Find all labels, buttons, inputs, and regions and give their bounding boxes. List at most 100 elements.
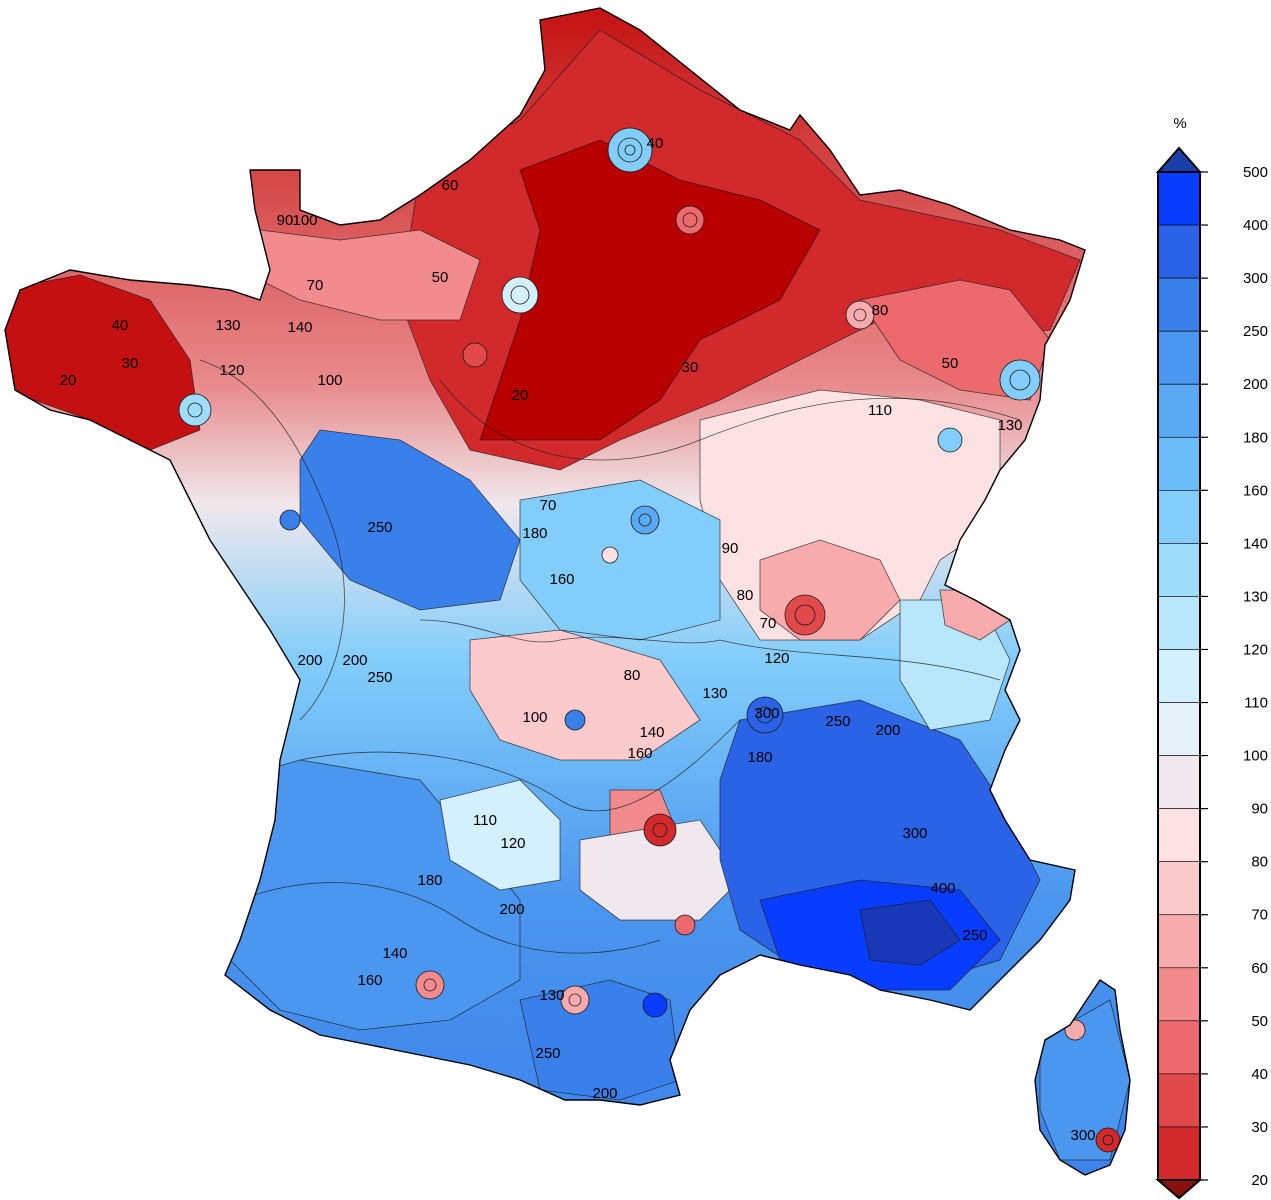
- contour-label-lorraine: 80: [872, 302, 889, 319]
- legend-tick-label: 90: [1251, 801, 1268, 818]
- contour-label-alps: 250: [825, 713, 850, 730]
- legend-swatch: [1157, 914, 1201, 969]
- contour-label-corsica: 300: [1070, 1127, 1095, 1144]
- legend-swatch: [1157, 967, 1201, 1022]
- anomaly-zones: [5, 29, 1130, 1161]
- contour-label-burgundy: 90: [722, 540, 739, 557]
- legend-swatch: [1157, 596, 1201, 650]
- legend-tick-label: 130: [1243, 588, 1268, 605]
- contour-label-maine: 100: [317, 372, 342, 389]
- contour-label-charente: 250: [367, 669, 392, 686]
- legend-tick-label: 400: [1243, 217, 1268, 234]
- contour-label-pyrenees: 140: [382, 945, 407, 962]
- contour-label-drome: 180: [747, 749, 772, 766]
- legend-tick-label: 100: [1243, 748, 1268, 765]
- contour-label-quercy: 110: [473, 812, 497, 829]
- zone-aveyron-110: [579, 819, 741, 921]
- contour-label-cote-azur: 250: [962, 927, 987, 944]
- contour-label-auvergne: 130: [702, 685, 727, 702]
- contour-label-brittany: 30: [122, 355, 139, 372]
- contour-label-brittany-east: 120: [219, 362, 244, 379]
- legend-overflow-low: [1155, 1179, 1203, 1200]
- zone-normandy-60: [259, 229, 481, 321]
- zone-corsica-250: [1039, 999, 1130, 1161]
- legend-unit-label: %: [1173, 115, 1186, 132]
- contour-label-north: 40: [647, 135, 664, 152]
- contour-label-cotentin: 90: [277, 212, 294, 229]
- contour-label-rhone: 120: [764, 650, 789, 667]
- contour-label-alps: 200: [875, 722, 900, 739]
- contour-label-pyrenees: 160: [357, 972, 382, 989]
- zone-centre-160: [519, 479, 721, 641]
- legend-tick-label: 60: [1251, 960, 1268, 977]
- legend-swatch: [1157, 171, 1201, 226]
- contour-line: [439, 379, 1021, 461]
- contour-label-lorraine: 110: [868, 402, 892, 419]
- legend-swatch: [1157, 861, 1201, 916]
- contour-label-brittany-east: 130: [215, 317, 240, 334]
- contour-label-normandy: 60: [442, 177, 459, 194]
- contour-label-franche-comte: 80: [737, 587, 754, 604]
- contour-label-roussillon: 200: [592, 1085, 617, 1102]
- contour-label-limousin: 80: [624, 667, 641, 684]
- zone-north-20: [479, 139, 821, 441]
- contour-label-roussillon: 250: [535, 1045, 560, 1062]
- contour-label-cevennes: 140: [639, 724, 664, 741]
- france-map: [5, 8, 1130, 1175]
- contour-label-provence: 300: [902, 825, 927, 842]
- contour-label-alsace: 50: [942, 355, 959, 372]
- contour-label-centre: 180: [522, 525, 547, 542]
- contour-label-centre: 160: [549, 571, 574, 588]
- contour-label-brittany-east: 140: [287, 319, 312, 336]
- contour-label-quercy: 120: [500, 835, 525, 852]
- legend-tick-label: 500: [1243, 164, 1268, 181]
- contour-label-cotentin: 100: [292, 212, 317, 229]
- legend-swatch: [1157, 224, 1201, 279]
- contour-label-limousin: 100: [522, 709, 547, 726]
- legend-tick-label: 30: [1251, 1119, 1268, 1136]
- contour-label-cevennes: 160: [627, 745, 652, 762]
- legend-swatch: [1157, 330, 1201, 385]
- contour-label-brittany: 20: [60, 372, 77, 389]
- contour-label-loire: 250: [367, 519, 392, 536]
- station-rings: [178, 127, 1121, 1153]
- legend-tick-label: 300: [1243, 270, 1268, 287]
- legend-tick-labels: 500 400 300 250 200 180 160 140 130 120 110 100 90 80…: [1200, 164, 1268, 1189]
- legend-swatches: [1155, 146, 1203, 1200]
- legend-tick-label: 40: [1251, 1066, 1268, 1083]
- contour-label-franche-comte: 70: [760, 615, 777, 632]
- contour-label-gascony: 180: [417, 872, 442, 889]
- legend-swatch: [1157, 436, 1201, 491]
- legend-swatch: [1157, 277, 1201, 332]
- legend-tick-label: 200: [1243, 376, 1268, 393]
- contour-label-brittany: 40: [112, 317, 129, 334]
- coastline: [4, 7, 1131, 1176]
- contour-label-centre-north: 70: [540, 497, 557, 514]
- legend-tick-label: 80: [1251, 854, 1268, 871]
- contour-label-provence: 400: [930, 880, 955, 897]
- zone-west-250: [299, 429, 521, 611]
- contour-label-alsace: 130: [997, 417, 1022, 434]
- legend-tick-label: 160: [1243, 482, 1268, 499]
- contour-label-poitou: 200: [297, 652, 322, 669]
- zone-limousin-80: [469, 629, 701, 761]
- legend-swatch: [1157, 383, 1201, 438]
- contour-label-loire: 200: [342, 652, 367, 669]
- contour-label-normandy: 50: [432, 269, 449, 286]
- legend-tick-label: 70: [1251, 907, 1268, 924]
- legend-swatch: [1157, 808, 1201, 862]
- contour-line: [239, 882, 661, 954]
- legend-frame: [1157, 171, 1201, 1181]
- legend-swatch: [1157, 490, 1201, 544]
- contour-label-paris-basin: 30: [682, 359, 699, 376]
- legend-swatch: [1157, 1020, 1201, 1075]
- contour-label-aude: 130: [539, 987, 564, 1004]
- legend-swatch: [1157, 1073, 1201, 1128]
- legend-swatch: [1157, 649, 1201, 703]
- legend-colorbar: % 500 400 300 250 200 180 160 140 130 120 110 100 90…: [1155, 115, 1268, 1200]
- contour-line: [719, 639, 1001, 681]
- legend-swatch: [1157, 702, 1201, 756]
- legend-swatch: [1157, 1126, 1201, 1181]
- contour-label-normandy: 70: [307, 277, 324, 294]
